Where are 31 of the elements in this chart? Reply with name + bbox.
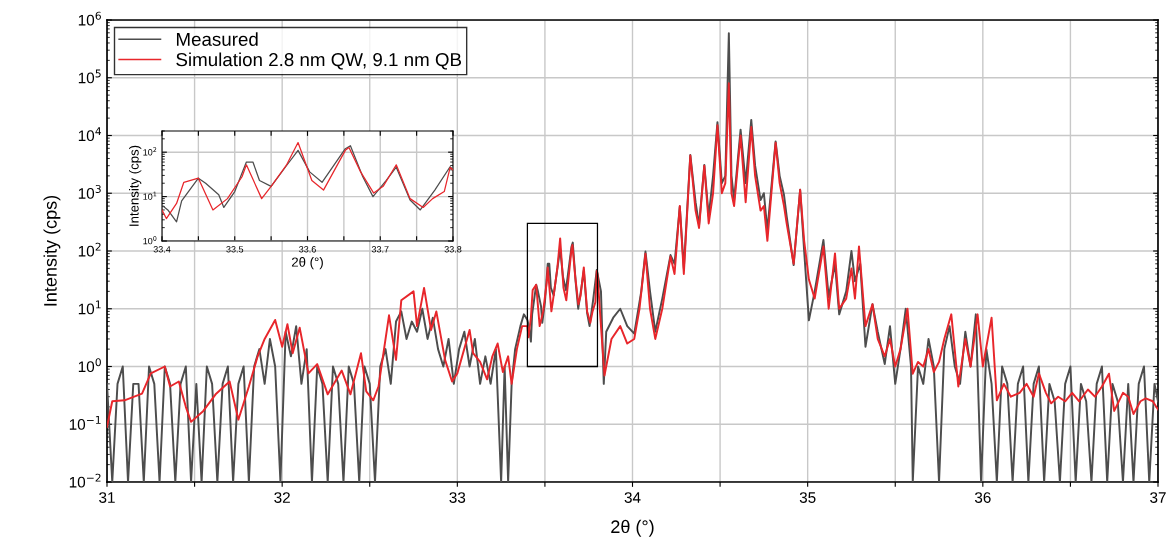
y-tick-label: 10$^{1}$	[143, 191, 157, 200]
x-axis-title: 2θ (°)	[291, 257, 323, 270]
x-tick-label: 37	[1150, 492, 1166, 503]
x-tick-label: 33.4	[153, 246, 171, 253]
y-tick-label: 10$^{−1}$	[69, 416, 101, 430]
y-tick-label: 10$^{3}$	[78, 184, 101, 199]
x-tick-label: 33.5	[226, 246, 244, 253]
y-tick-label: 10$^{5}$	[78, 69, 101, 84]
x-tick-label: 32	[274, 492, 290, 503]
x-tick-label: 34	[624, 492, 641, 503]
x-tick-label: 35	[799, 492, 816, 503]
x-tick-label: 36	[974, 492, 991, 503]
y-tick-label: 10$^{−2}$	[69, 473, 101, 488]
x-tick-label: 33.8	[444, 246, 462, 253]
x-tick-label: 33.7	[371, 246, 389, 253]
y-axis-title: Intensity (cps)	[43, 195, 61, 306]
y-tick-label: 10$^{1}$	[78, 300, 101, 315]
y-tick-label: 10$^{2}$	[78, 242, 101, 257]
y-axis-title: Intensity (cps)	[129, 145, 142, 226]
y-tick-label: 10$^{4}$	[78, 127, 102, 142]
y-tick-label: 10$^{0}$	[143, 236, 157, 245]
legend-label: Simulation 2.8 nm QW, 9.1 nm QB	[176, 52, 462, 70]
x-tick-label: 33	[449, 492, 466, 503]
y-tick-label: 10$^{2}$	[143, 147, 157, 156]
y-tick-label: 10$^{0}$	[78, 358, 101, 373]
x-axis-title: 2θ (°)	[611, 519, 654, 537]
x-tick-label: 33.6	[299, 246, 316, 253]
line-series	[107, 82, 1158, 428]
y-tick-label: 10$^{6}$	[78, 11, 101, 26]
legend-label: Measured	[176, 32, 258, 46]
x-tick-label: 31	[99, 492, 115, 503]
